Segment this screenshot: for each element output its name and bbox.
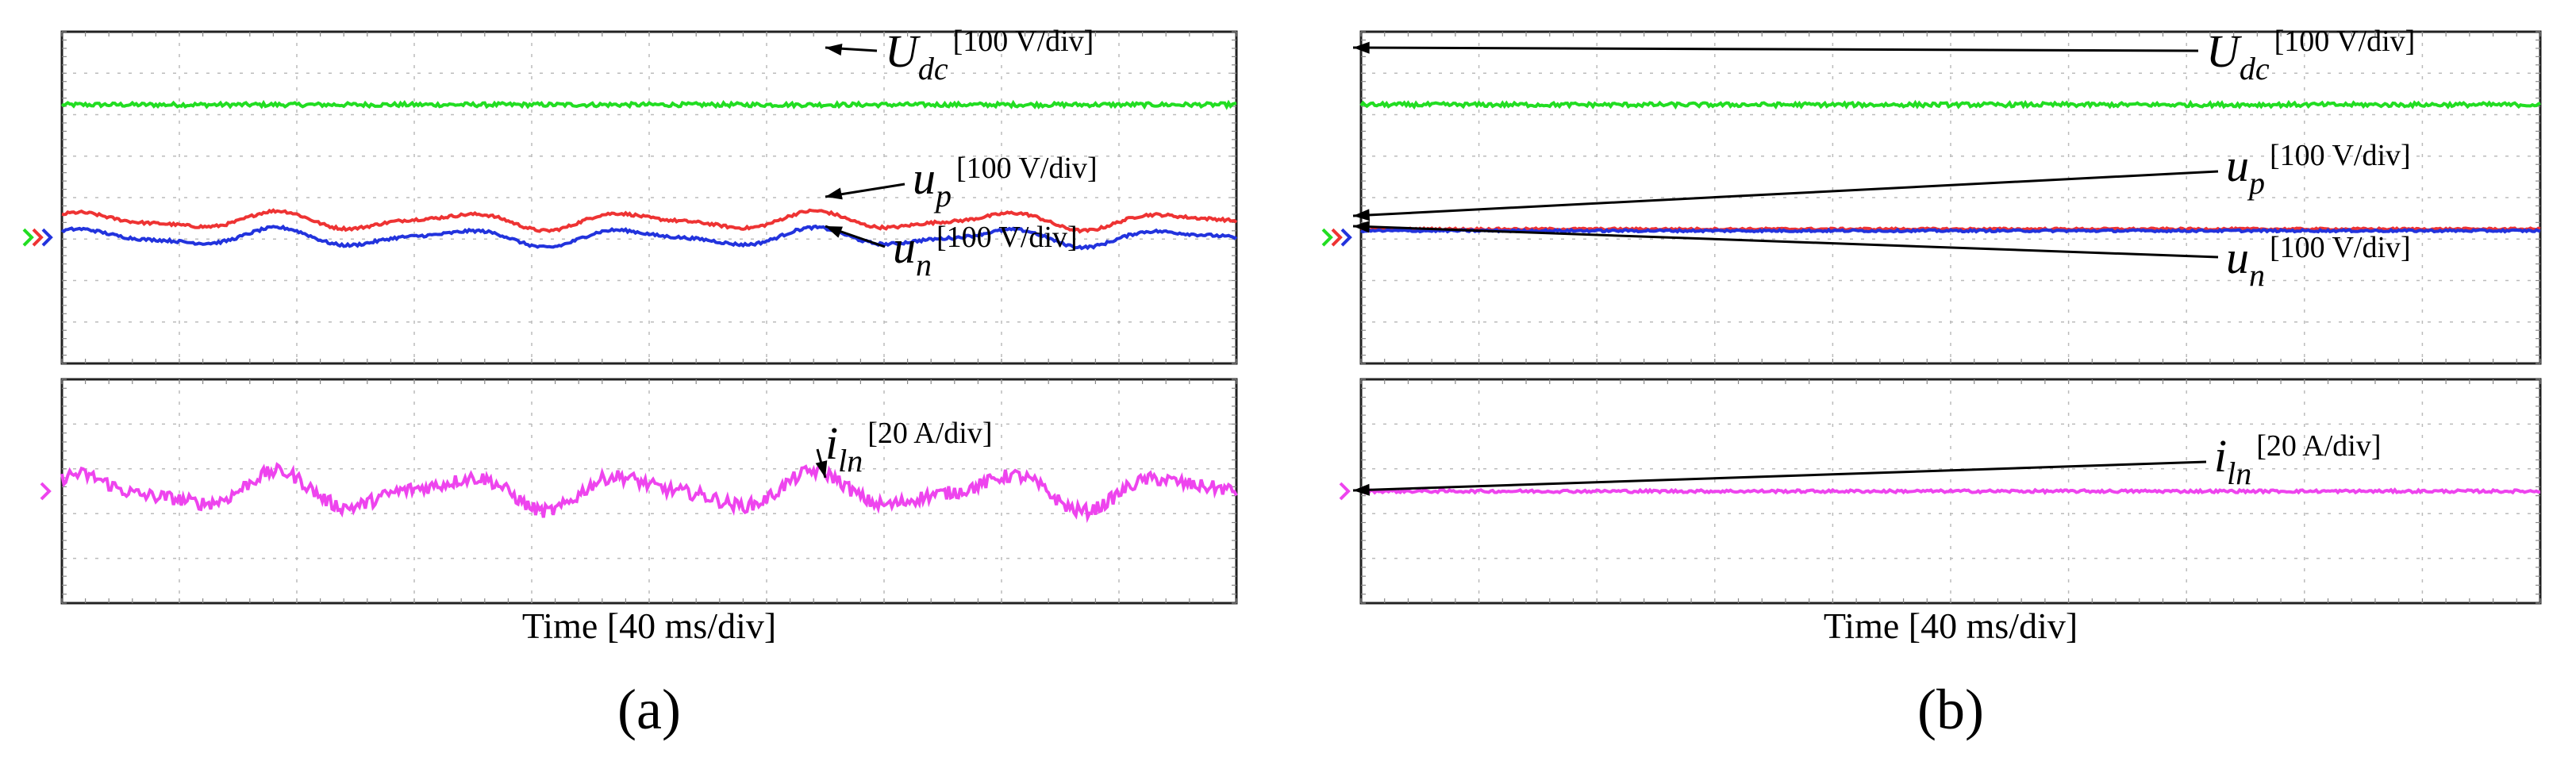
- trace-Udc-b-label: Udc[100 V/div]: [2206, 25, 2415, 86]
- trace-Udc-b-arrow: [1352, 46, 2199, 52]
- trace-Udc-b: [1359, 99, 2541, 110]
- trace-Udc-a: [60, 99, 1237, 110]
- trace-Udc-a-label: Udc[100 V/div]: [885, 25, 1094, 86]
- panel-label-a: (a): [617, 678, 681, 741]
- panel-a-top-ground-marker: [32, 228, 44, 247]
- trace-iln-a-arrowhead: [815, 460, 828, 478]
- trace-up-a-label: up[100 V/div]: [913, 152, 1098, 213]
- panel-a-top-frame: [60, 30, 1238, 365]
- x-axis-label-a: Time [40 ms/div]: [522, 605, 776, 646]
- trace-iln-a: [60, 462, 1238, 524]
- x-axis-label-b: Time [40 ms/div]: [1824, 605, 2078, 646]
- panel-a: Udc[100 V/div] up[100 V/div] un[100 V/div]…: [22, 25, 1238, 741]
- trace-up-a-arrowhead: [825, 187, 843, 200]
- panel-b-top-ground-marker: [1321, 228, 1333, 247]
- panel-a-top-ground-marker: [22, 228, 34, 247]
- trace-un-b: [1360, 227, 2541, 234]
- trace-up-b-label: up[100 V/div]: [2226, 139, 2411, 201]
- panel-a-top-ground-marker: [41, 228, 53, 247]
- panel-b-top-ground-marker: [1331, 228, 1343, 247]
- trace-Udc-a-arrowhead: [825, 44, 843, 56]
- panel-b-top-ground-marker: [1340, 228, 1352, 247]
- trace-iln-b-arrowhead: [1353, 483, 1370, 496]
- trace-Udc-b-arrowhead: [1353, 41, 1370, 54]
- trace-un-b-label: un[100 V/div]: [2226, 231, 2411, 293]
- trace-iln-b: [1359, 487, 2541, 495]
- trace-un-b-arrowhead: [1353, 221, 1370, 233]
- trace-un-a-arrowhead: [825, 226, 843, 238]
- trace-iln-b-label: iln[20 A/div]: [2214, 429, 2382, 491]
- trace-un-a-label: un[100 V/div]: [893, 221, 1078, 283]
- trace-iln-b-arrow: [1352, 460, 2207, 492]
- panel-b-bottom-ground-marker: [1339, 482, 1351, 501]
- trace-un-b-arrow: [1352, 225, 2219, 259]
- trace-un-a: [60, 224, 1238, 251]
- trace-up-a: [61, 208, 1238, 234]
- trace-up-b-arrowhead: [1353, 209, 1371, 221]
- panel-label-b: (b): [1917, 678, 1984, 741]
- panel-a-bottom-ground-marker: [40, 482, 52, 501]
- panel-b: Udc[100 V/div] up[100 V/div] un[100 V/div]…: [1321, 25, 2542, 741]
- trace-up-b-arrow: [1352, 170, 2219, 217]
- trace-iln-a-label: iln[20 A/div]: [825, 417, 993, 479]
